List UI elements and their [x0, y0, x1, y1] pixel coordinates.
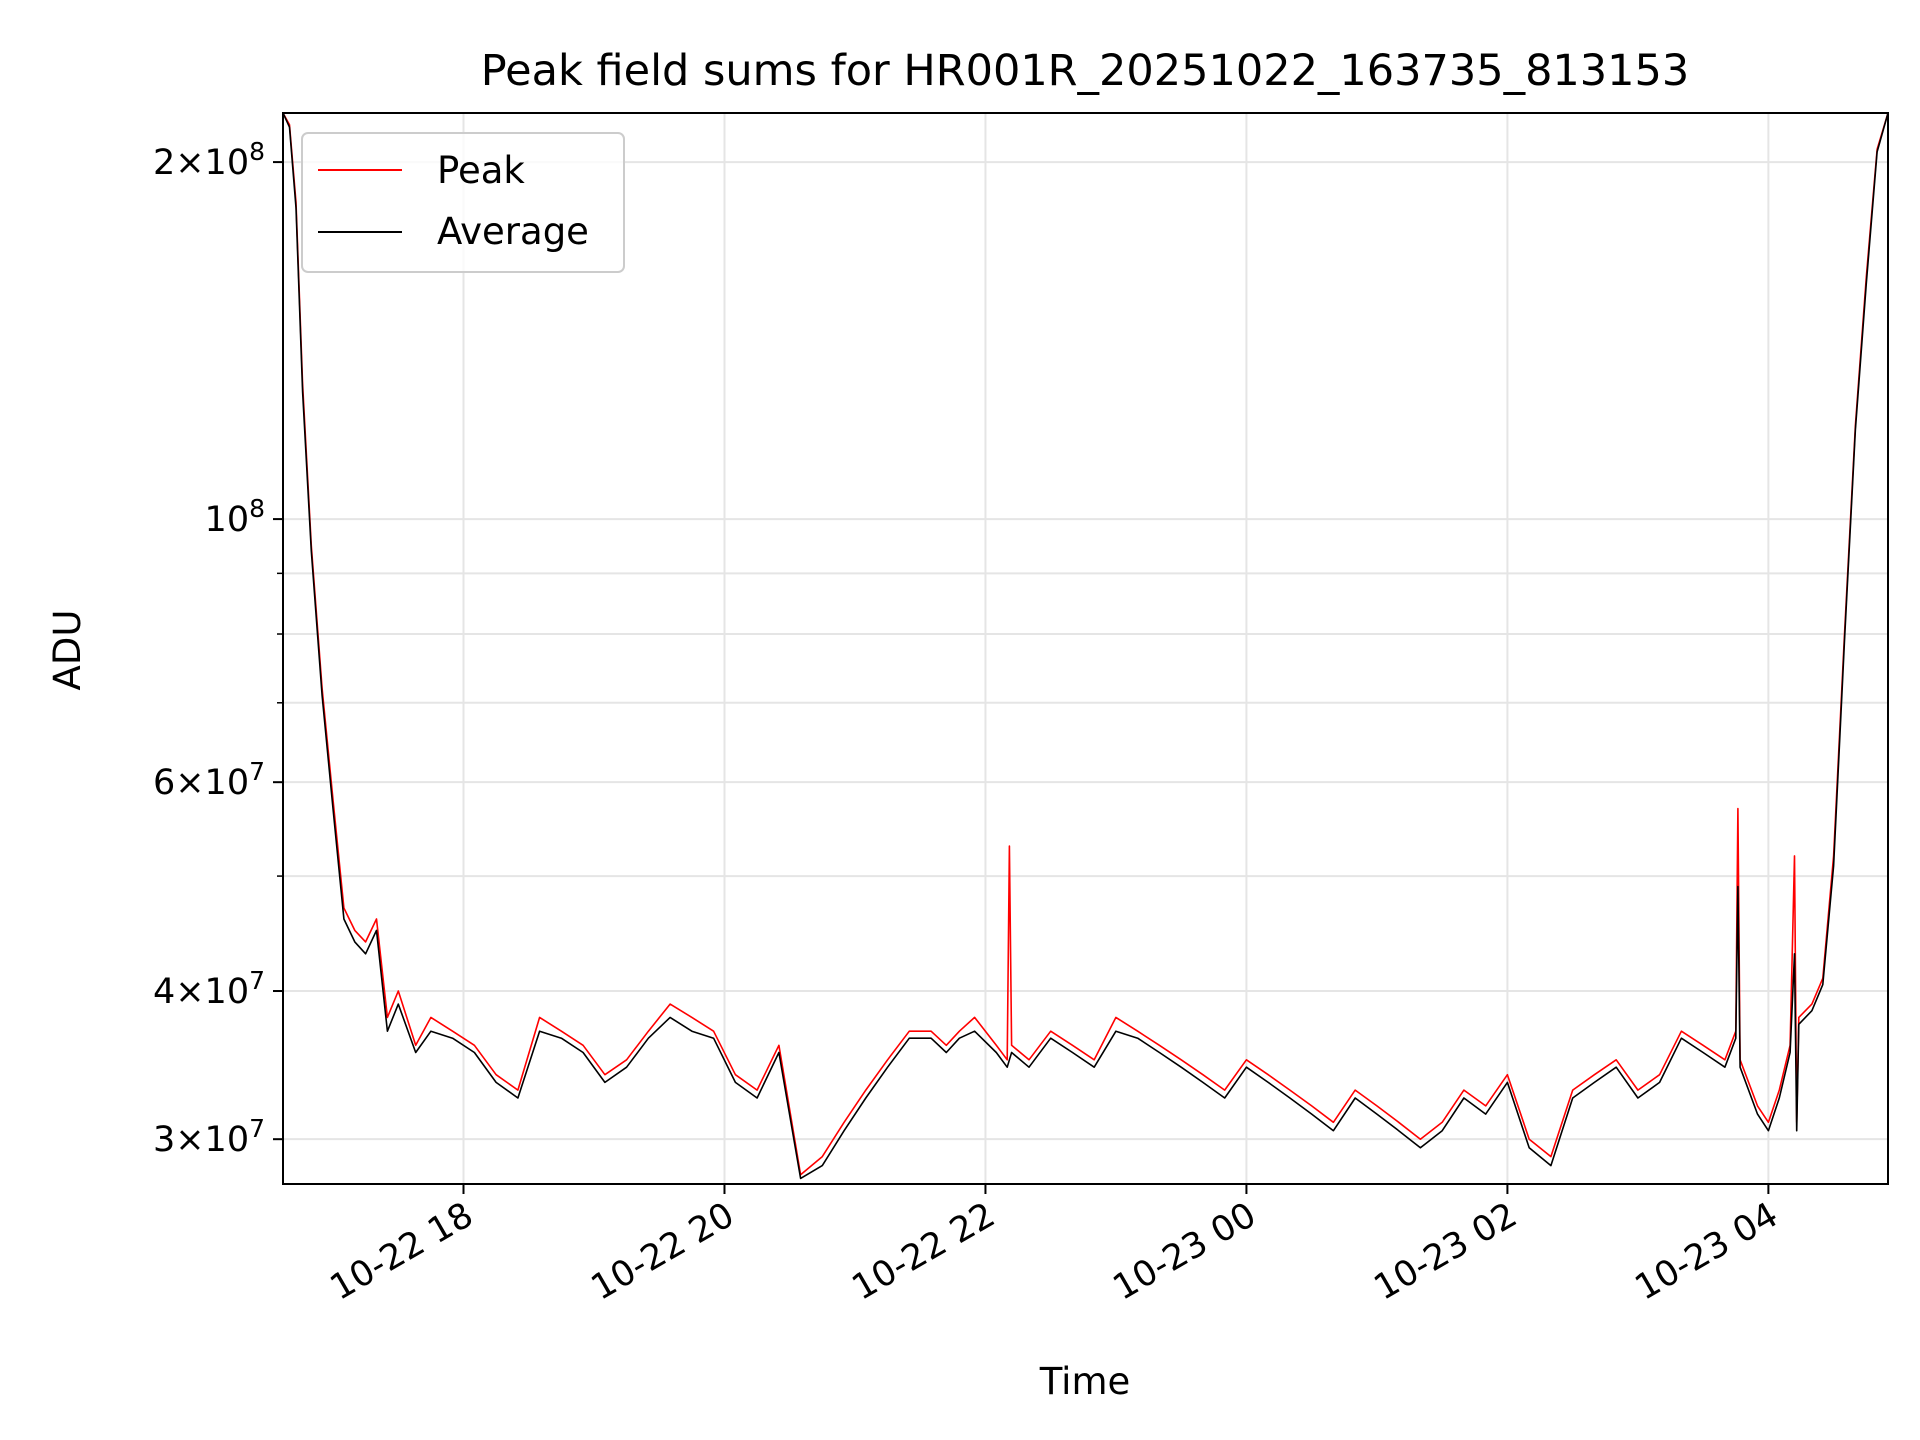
plot-frame	[282, 112, 1889, 1185]
series-line-peak	[283, 113, 1888, 1176]
legend-box	[301, 132, 625, 273]
y-axis: 3×107 4×107 6×107 108 2×108	[153, 137, 283, 1160]
legend-label-average: Average	[437, 210, 589, 253]
series-line-average	[283, 113, 1888, 1180]
y-tick-label: 6×107	[153, 757, 265, 803]
y-tick-label: 108	[205, 494, 265, 540]
legend-label-peak: Peak	[437, 149, 525, 192]
grid	[283, 113, 1888, 1184]
x-axis-label: Time	[1039, 1360, 1131, 1403]
y-tick-label: 2×108	[153, 137, 265, 183]
series-layer	[283, 113, 1888, 1180]
chart-title: Peak field sums for HR001R_20251022_1637…	[481, 46, 1689, 96]
y-axis-label: ADU	[46, 610, 89, 691]
y-tick-label: 4×107	[153, 966, 265, 1012]
y-tick-label: 3×107	[153, 1114, 265, 1160]
legend: Peak Average	[301, 132, 625, 273]
